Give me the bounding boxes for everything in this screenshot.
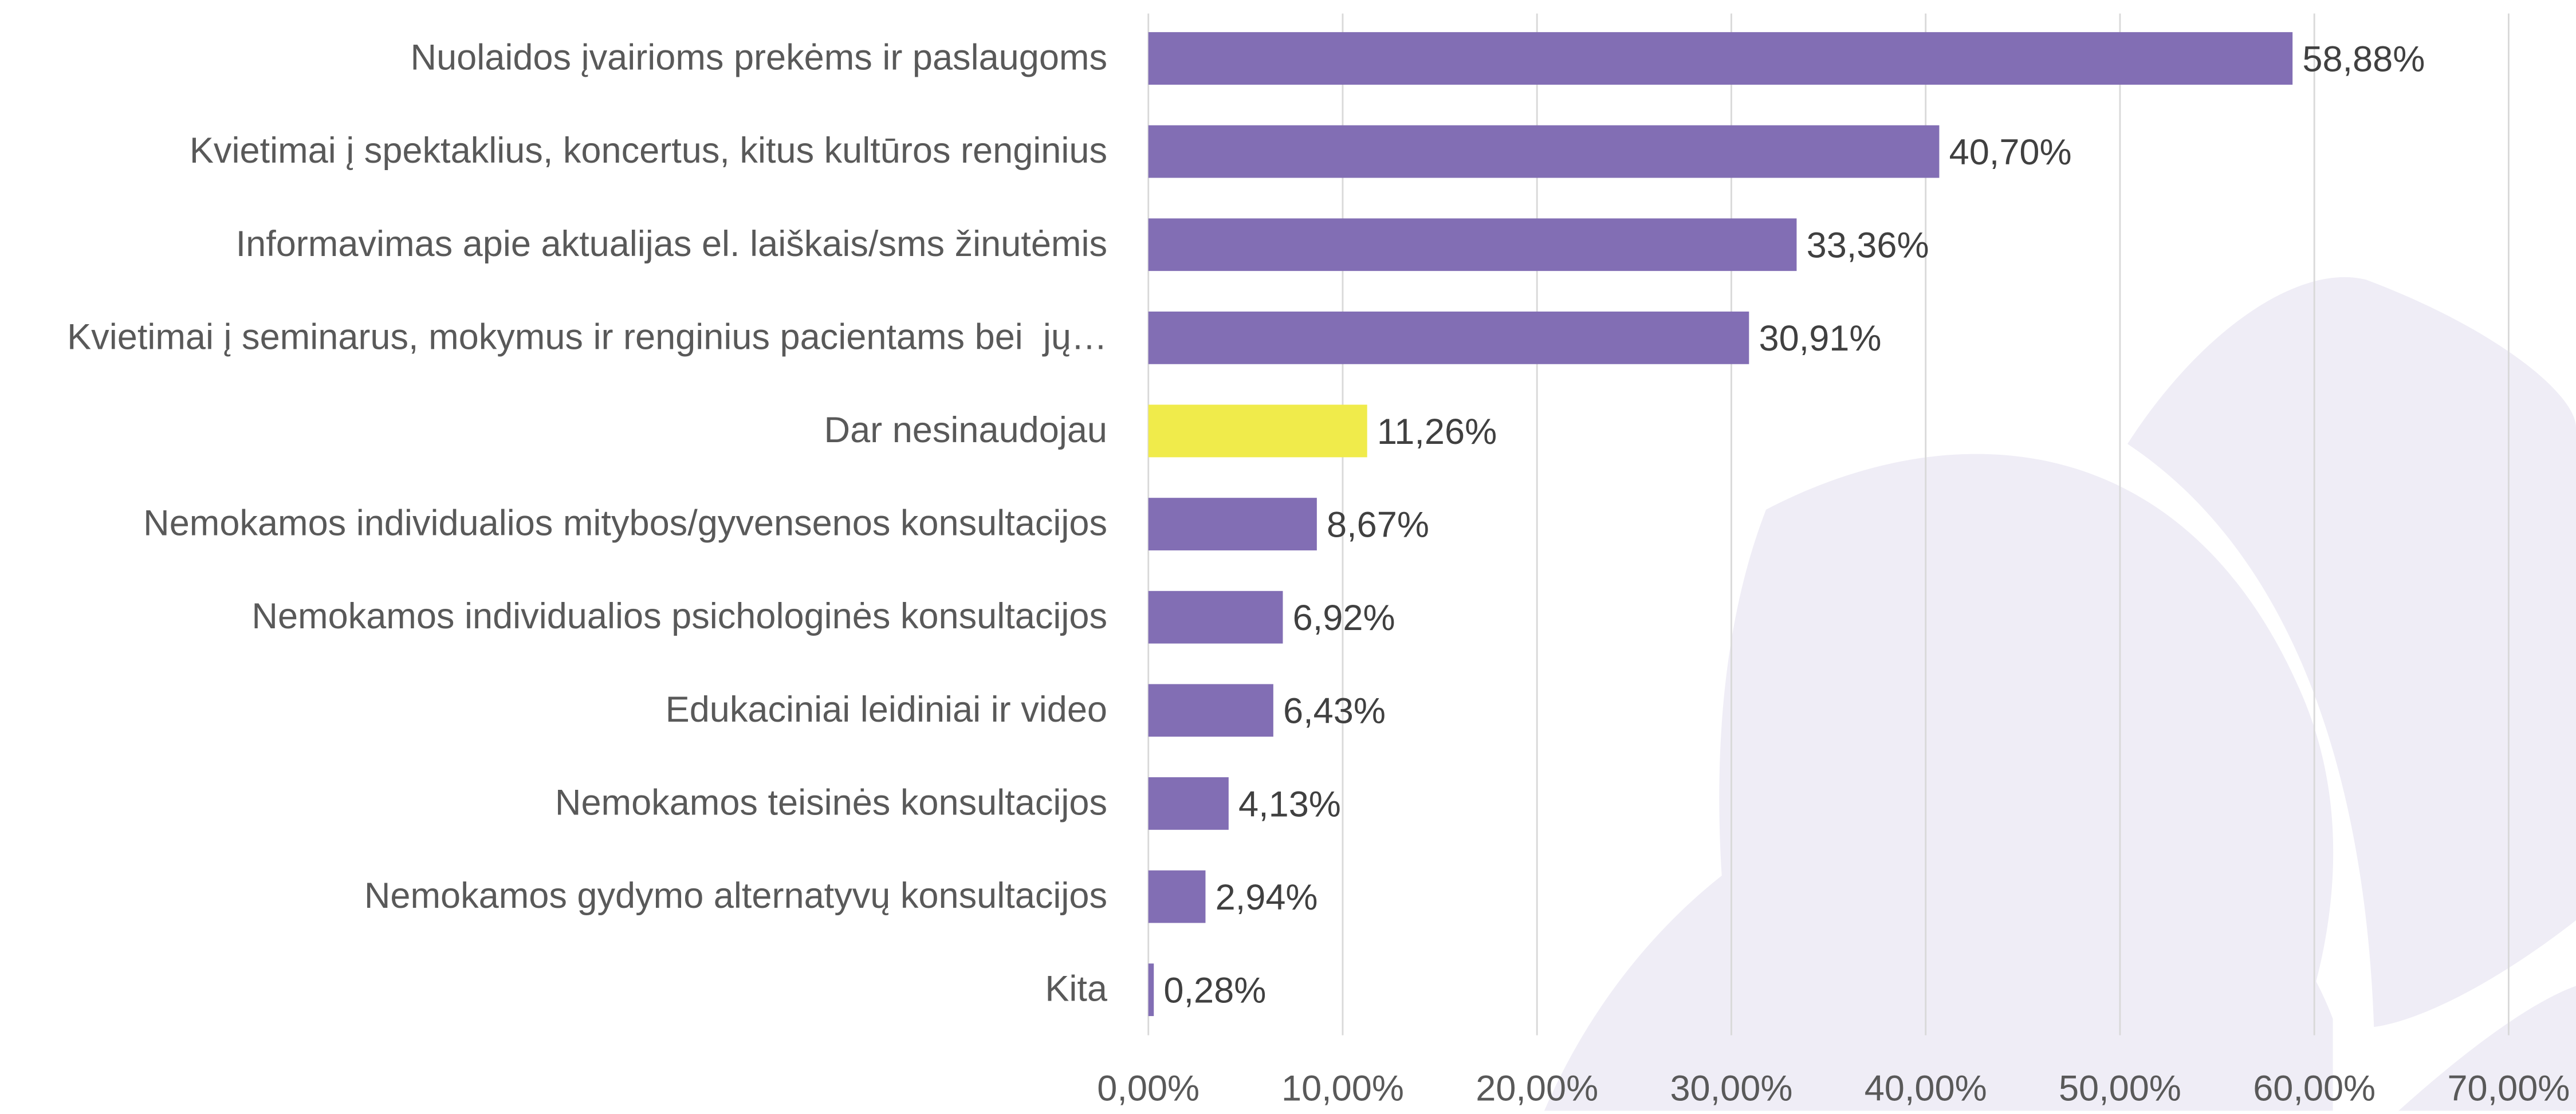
data-label: 4,13% — [1238, 784, 1341, 824]
y-tick-label: Nemokamos individualios psichologinės ko… — [251, 596, 1107, 636]
data-label: 40,70% — [1949, 132, 2072, 172]
data-label: 11,26% — [1377, 412, 1497, 452]
x-tick-label: 20,00% — [1476, 1069, 1598, 1109]
bar — [1148, 32, 2293, 85]
bar — [1148, 218, 1797, 271]
bar — [1148, 498, 1317, 550]
data-label: 6,92% — [1293, 598, 1395, 638]
x-tick-label: 10,00% — [1281, 1069, 1404, 1109]
y-tick-label: Nemokamos teisinės konsultacijos — [555, 782, 1107, 822]
data-label: 8,67% — [1327, 505, 1429, 545]
y-tick-label: Nuolaidos įvairioms prekėms ir paslaugom… — [411, 38, 1107, 78]
y-tick-label: Nemokamos gydymo alternatyvų konsultacij… — [364, 876, 1107, 916]
y-tick-label: Kita — [1045, 969, 1108, 1009]
bar — [1148, 963, 1154, 1017]
leaf — [2398, 986, 2576, 1111]
bar — [1148, 404, 1367, 458]
bar — [1148, 311, 1749, 364]
y-tick-label: Nemokamos individualios mitybos/gyvensen… — [143, 503, 1107, 544]
x-tick-label: 30,00% — [1670, 1069, 1792, 1109]
x-tick-label: 70,00% — [2447, 1069, 2570, 1109]
background-leaves — [1544, 277, 2576, 1111]
data-label: 58,88% — [2302, 39, 2425, 79]
data-label: 0,28% — [1163, 971, 1266, 1011]
y-tick-label: Kvietimai į spektaklius, koncertus, kitu… — [190, 131, 1107, 171]
data-label: 2,94% — [1216, 877, 1318, 918]
data-label: 30,91% — [1759, 318, 1882, 359]
y-tick-label: Edukaciniai leidiniai ir video — [666, 690, 1107, 730]
leaf — [2127, 277, 2576, 1028]
leaf — [1544, 771, 2333, 1111]
x-tick-label: 60,00% — [2253, 1069, 2376, 1109]
data-label: 33,36% — [1807, 226, 1929, 266]
bar — [1148, 125, 1940, 178]
bar — [1148, 684, 1273, 737]
y-tick-label: Kvietimai į seminarus, mokymus ir rengin… — [67, 317, 1107, 357]
bar — [1148, 591, 1283, 644]
x-tick-label: 50,00% — [2059, 1069, 2181, 1109]
x-tick-label: 40,00% — [1865, 1069, 1987, 1109]
data-label: 6,43% — [1283, 691, 1386, 731]
y-tick-label: Dar nesinaudojau — [824, 410, 1107, 450]
y-tick-label: Informavimas apie aktualijas el. laiškai… — [236, 224, 1107, 264]
bar — [1148, 870, 1206, 923]
bar — [1148, 777, 1229, 830]
x-tick-label: 0,00% — [1097, 1069, 1199, 1109]
